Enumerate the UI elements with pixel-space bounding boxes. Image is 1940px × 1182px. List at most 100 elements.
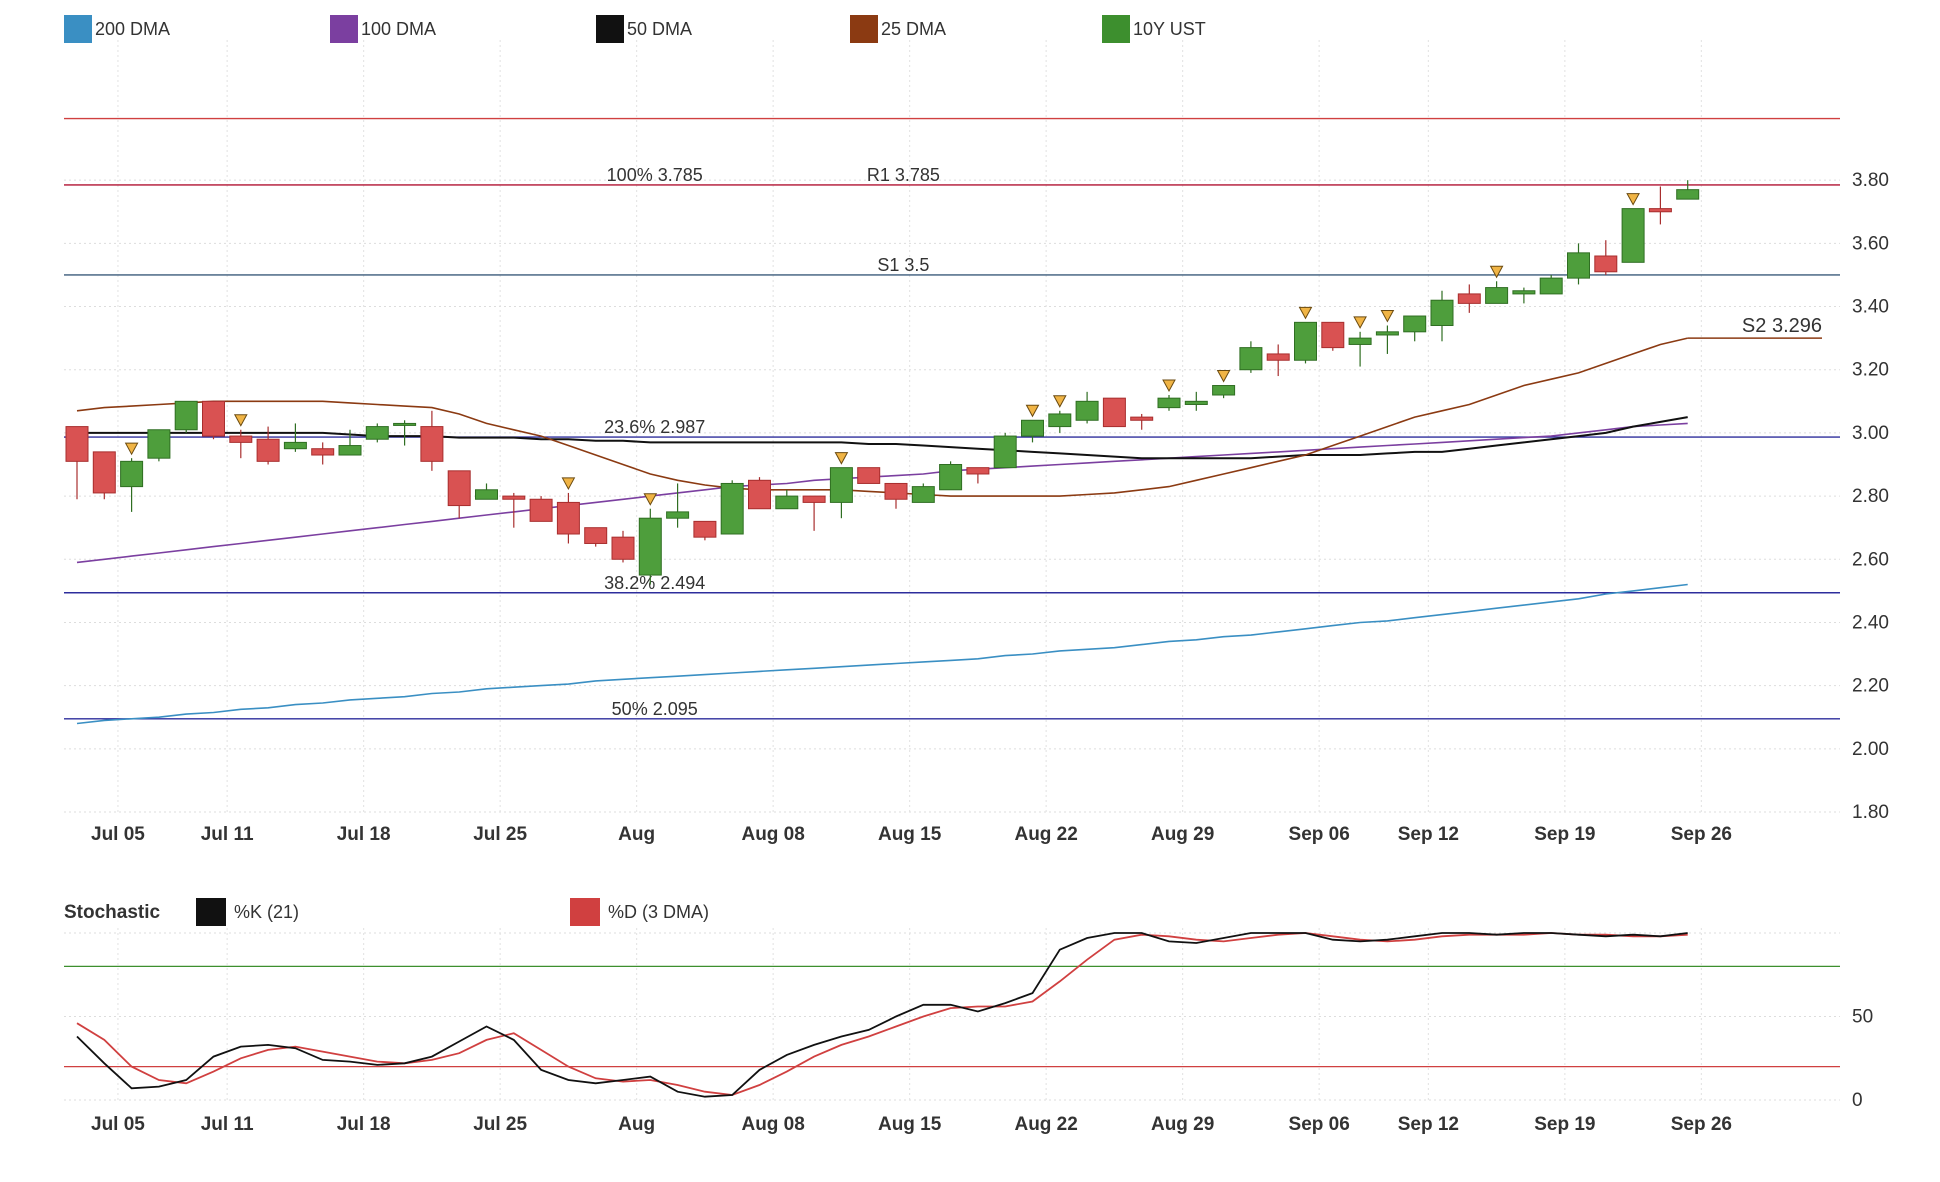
main-legend: 200 DMA 100 DMA 50 DMA 25 DMA 10Y UST xyxy=(64,15,1206,43)
candle xyxy=(365,423,389,443)
candle-body xyxy=(338,445,362,456)
legend-label: %K (21) xyxy=(234,902,299,922)
candle xyxy=(92,451,116,500)
candle xyxy=(556,492,580,544)
ma-25-line xyxy=(76,337,1688,497)
y-tick-label: 3.80 xyxy=(1852,170,1889,191)
candle-body xyxy=(911,486,935,503)
candle xyxy=(666,483,690,528)
candle-body xyxy=(1021,419,1044,437)
candle xyxy=(447,470,471,519)
x-tick-label: Aug 22 xyxy=(1014,824,1077,845)
candle-body xyxy=(829,467,853,503)
candle-body xyxy=(256,438,280,462)
signal-marker xyxy=(643,493,658,506)
y-tick-label: 2.20 xyxy=(1852,676,1889,697)
main-grid xyxy=(64,40,1840,813)
candle xyxy=(802,495,826,531)
candle-body xyxy=(1075,400,1099,421)
legend-label: 200 DMA xyxy=(95,19,170,39)
y-tick-label: 2.80 xyxy=(1852,486,1889,507)
x-tick-label: Jul 18 xyxy=(337,824,391,845)
legend-label: 100 DMA xyxy=(361,19,436,39)
candle xyxy=(256,426,280,465)
candle-body xyxy=(1375,331,1399,336)
candle xyxy=(993,432,1017,469)
x-tick-label: Jul 25 xyxy=(473,1114,527,1135)
x-tick-label: Jul 18 xyxy=(337,1114,391,1135)
main-markers xyxy=(124,193,1640,506)
candle-body xyxy=(693,520,717,538)
candle-body xyxy=(420,426,444,462)
candle-body xyxy=(120,460,144,488)
level-label: 23.6% 2.987 xyxy=(604,417,705,437)
main-x-axis: Jul 05 Jul 11 Jul 18 Jul 25 Aug Aug 08 Aug 15 A… xyxy=(91,824,1732,845)
candle xyxy=(1621,208,1645,263)
signal-marker xyxy=(1162,379,1176,393)
y-tick-label: 2.00 xyxy=(1852,739,1889,760)
candle-body xyxy=(502,495,526,500)
legend-label: 25 DMA xyxy=(881,19,946,39)
candle xyxy=(966,467,990,484)
candle-body xyxy=(311,448,335,456)
candle xyxy=(174,400,198,433)
y-tick-label: 2.40 xyxy=(1852,612,1889,633)
candle-body xyxy=(556,501,580,535)
x-tick-label: Jul 05 xyxy=(91,824,145,845)
candle xyxy=(1594,240,1618,275)
candle xyxy=(748,477,771,510)
candle-body xyxy=(1621,208,1645,263)
candle xyxy=(147,429,171,462)
x-tick-label: Sep 26 xyxy=(1671,824,1732,845)
candle xyxy=(1048,410,1072,433)
legend-swatch xyxy=(850,15,878,43)
candle-body xyxy=(174,400,198,431)
candle-body xyxy=(1157,397,1181,409)
candle xyxy=(202,400,225,440)
candle xyxy=(857,467,881,484)
x-tick-label: Aug 15 xyxy=(878,824,942,845)
candle-body xyxy=(638,517,662,576)
candle-body xyxy=(202,400,225,437)
stochastic-title: Stochastic xyxy=(64,902,161,923)
stochastic-x-axis: Jul 05 Jul 11 Jul 18 Jul 25 Aug Aug 08 Aug 15 A… xyxy=(91,1114,1732,1135)
candle-body xyxy=(283,441,307,450)
x-tick-label: Aug xyxy=(618,824,655,845)
x-tick-label: Jul 11 xyxy=(201,1114,254,1135)
stochastic-y-axis: 0 50 xyxy=(1852,1007,1873,1112)
candle-body xyxy=(1130,416,1154,421)
signal-marker xyxy=(1380,310,1395,323)
candle-body xyxy=(365,426,389,440)
candle xyxy=(420,410,444,471)
candle xyxy=(1648,186,1672,225)
candle-body xyxy=(1648,208,1672,213)
main-candles xyxy=(65,180,1700,585)
candle-body xyxy=(802,495,826,503)
candle xyxy=(1021,419,1044,443)
candle xyxy=(1539,274,1563,295)
candle-body xyxy=(966,467,990,475)
candle xyxy=(1294,321,1317,364)
y-tick-label: 3.40 xyxy=(1852,297,1889,318)
candle xyxy=(1075,391,1099,424)
candle-body xyxy=(666,511,690,519)
candle-body xyxy=(1348,337,1372,345)
x-tick-label: Sep 06 xyxy=(1289,824,1350,845)
candle xyxy=(283,423,307,452)
y-tick-label: 50 xyxy=(1852,1007,1873,1028)
candle xyxy=(775,489,799,510)
candle-body xyxy=(1184,400,1208,405)
x-tick-label: Sep 12 xyxy=(1398,1114,1459,1135)
legend-swatch xyxy=(330,15,358,43)
candle-body xyxy=(584,527,608,544)
candle xyxy=(1212,385,1236,399)
signal-marker xyxy=(1025,404,1040,418)
signal-marker xyxy=(834,452,849,465)
candle xyxy=(884,482,908,509)
signal-marker xyxy=(1626,193,1640,206)
signal-marker xyxy=(1489,265,1504,279)
candle xyxy=(65,426,89,500)
s2-label: S2 3.296 xyxy=(1742,315,1822,337)
candle-body xyxy=(1102,397,1126,428)
candle-body xyxy=(1430,299,1454,326)
